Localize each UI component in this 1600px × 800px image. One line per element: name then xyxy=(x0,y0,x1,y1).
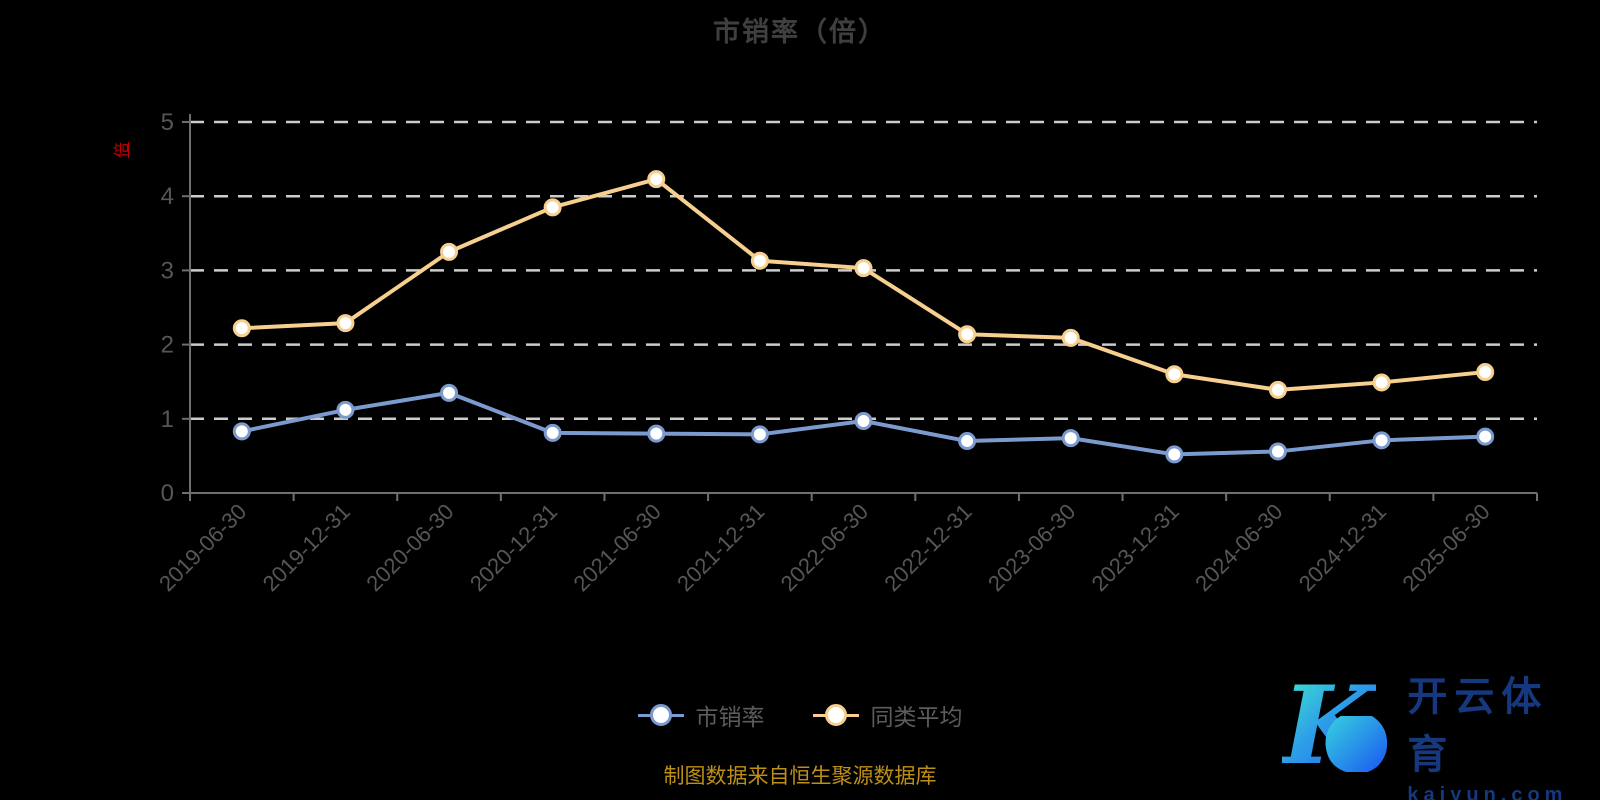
data-point[interactable] xyxy=(440,242,459,261)
x-axis-label: 2021-12-31 xyxy=(672,499,769,596)
soccer-ball-icon: ⚽ xyxy=(1321,711,1392,776)
x-axis-label: 2024-06-30 xyxy=(1190,499,1287,596)
data-point[interactable] xyxy=(543,198,562,217)
x-axis-label: 2020-06-30 xyxy=(361,499,458,596)
y-tick-label: 1 xyxy=(161,406,174,433)
kaiyun-logo-icon: K ⚽ xyxy=(1282,663,1393,794)
data-point[interactable] xyxy=(1061,429,1080,448)
data-point[interactable] xyxy=(1268,380,1287,399)
data-point[interactable] xyxy=(232,319,251,338)
x-axis-label: 2019-06-30 xyxy=(154,499,251,596)
data-point[interactable] xyxy=(1061,328,1080,347)
chart-title: 市销率（倍） xyxy=(713,17,887,47)
legend-item-psr[interactable]: 市销率 xyxy=(637,698,765,732)
y-tick-label: 5 xyxy=(161,109,174,136)
series-line-同类平均 xyxy=(239,177,1488,392)
data-point[interactable] xyxy=(1165,365,1184,384)
data-point[interactable] xyxy=(958,432,977,451)
brand-text-block: 开云体育 kaiyun.com xyxy=(1407,664,1582,800)
data-point[interactable] xyxy=(854,259,873,278)
legend-item-peer-average[interactable]: 同类平均 xyxy=(812,698,963,732)
data-point[interactable] xyxy=(1268,442,1287,461)
x-axis-label: 2025-06-30 xyxy=(1397,499,1494,596)
data-point[interactable] xyxy=(750,425,769,444)
data-point[interactable] xyxy=(1476,427,1495,446)
x-axis-label: 2023-06-30 xyxy=(983,499,1080,596)
y-tick-label: 3 xyxy=(161,257,174,284)
x-axis-label: 2023-12-31 xyxy=(1087,499,1184,596)
data-point[interactable] xyxy=(1165,445,1184,464)
data-point[interactable] xyxy=(440,383,459,402)
data-point[interactable] xyxy=(854,412,873,431)
logo-letter-k: K xyxy=(1282,662,1376,792)
legend-label-psr: 市销率 xyxy=(695,704,765,730)
legend-marker-peer-icon xyxy=(812,704,859,726)
x-axis-label: 2022-12-31 xyxy=(879,499,976,596)
legend: 市销率 同类平均 xyxy=(0,698,1600,732)
legend-marker-psr-icon xyxy=(637,704,684,726)
x-axis-label: 2019-12-31 xyxy=(258,499,355,596)
x-axis-label: 2021-06-30 xyxy=(569,499,666,596)
kaiyun-watermark[interactable]: K ⚽ 开云体育 kaiyun.com xyxy=(1282,663,1582,800)
data-source-note: 制图数据来自恒生聚源数据库 xyxy=(663,765,937,788)
data-point[interactable] xyxy=(647,424,666,443)
data-point[interactable] xyxy=(647,170,666,189)
y-tick-label: 4 xyxy=(161,183,174,210)
data-point[interactable] xyxy=(958,325,977,344)
data-point[interactable] xyxy=(543,423,562,442)
y-tick-label: 2 xyxy=(161,332,174,359)
data-point[interactable] xyxy=(1476,363,1495,382)
data-point[interactable] xyxy=(1372,431,1391,450)
x-axis-label: 2020-12-31 xyxy=(465,499,562,596)
data-point[interactable] xyxy=(336,400,355,419)
brand-url: kaiyun.com xyxy=(1407,783,1568,800)
data-point[interactable] xyxy=(1372,373,1391,392)
legend-label-peer-average: 同类平均 xyxy=(870,704,963,730)
data-point[interactable] xyxy=(232,422,251,441)
y-tick-label: 0 xyxy=(161,480,174,507)
brand-name-cn: 开云体育 xyxy=(1407,674,1549,777)
x-axis-label: 2022-06-30 xyxy=(776,499,873,596)
data-point[interactable] xyxy=(336,314,355,333)
data-point[interactable] xyxy=(750,251,769,270)
x-axis-label: 2024-12-31 xyxy=(1294,499,1391,596)
